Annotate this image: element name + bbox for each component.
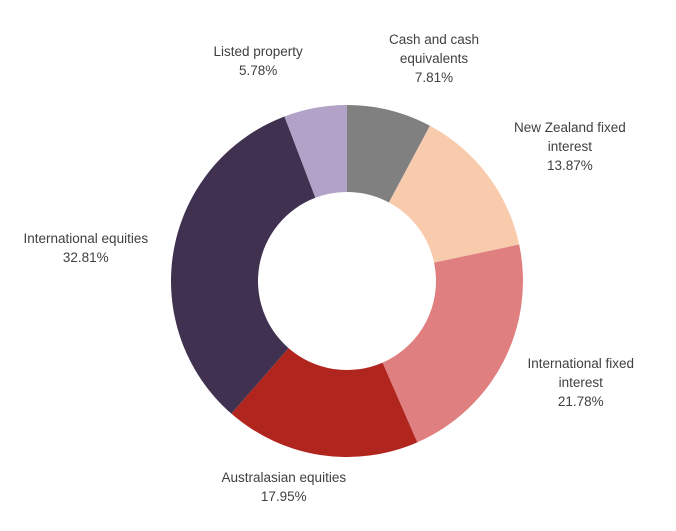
- label-text: International fixed: [527, 356, 635, 371]
- slice-international-equities: [171, 116, 316, 414]
- label-text: Listed property: [213, 44, 303, 59]
- label-international-equities: International equities 32.81%: [24, 229, 149, 267]
- slice-australasian-equities: [231, 348, 418, 457]
- label-text: equivalents: [399, 51, 469, 66]
- label-value: 5.78%: [239, 63, 278, 78]
- slice-new-zealand-fixed-interest: [388, 125, 520, 263]
- label-value: 13.87%: [547, 158, 593, 173]
- label-australasian-equities: Australasian equities 17.95%: [222, 468, 347, 506]
- label-text: interest: [558, 375, 603, 390]
- label-text: Australasian equities: [221, 470, 347, 485]
- slice-listed-property: [284, 105, 347, 198]
- label-value: 32.81%: [62, 250, 109, 265]
- label-international-fixed-interest: International fixed interest 21.78%: [528, 354, 635, 411]
- label-text: interest: [547, 139, 593, 154]
- label-listed-property: Listed property 5.78%: [214, 42, 303, 80]
- slice-international-fixed-interest: [382, 244, 523, 443]
- label-value: 17.95%: [260, 489, 307, 504]
- label-text: International equities: [23, 231, 149, 246]
- slice-cash-and-cash-equivalents: [347, 105, 430, 203]
- label-value: 7.81%: [414, 70, 454, 85]
- label-value: 21.78%: [557, 394, 604, 409]
- label-cash-and-cash-equivalents: Cash and cash equivalents 7.81%: [389, 30, 479, 87]
- label-new-zealand-fixed-interest: New Zealand fixed interest 13.87%: [514, 118, 626, 175]
- label-text: New Zealand fixed: [514, 120, 626, 135]
- label-text: Cash and cash: [389, 32, 480, 47]
